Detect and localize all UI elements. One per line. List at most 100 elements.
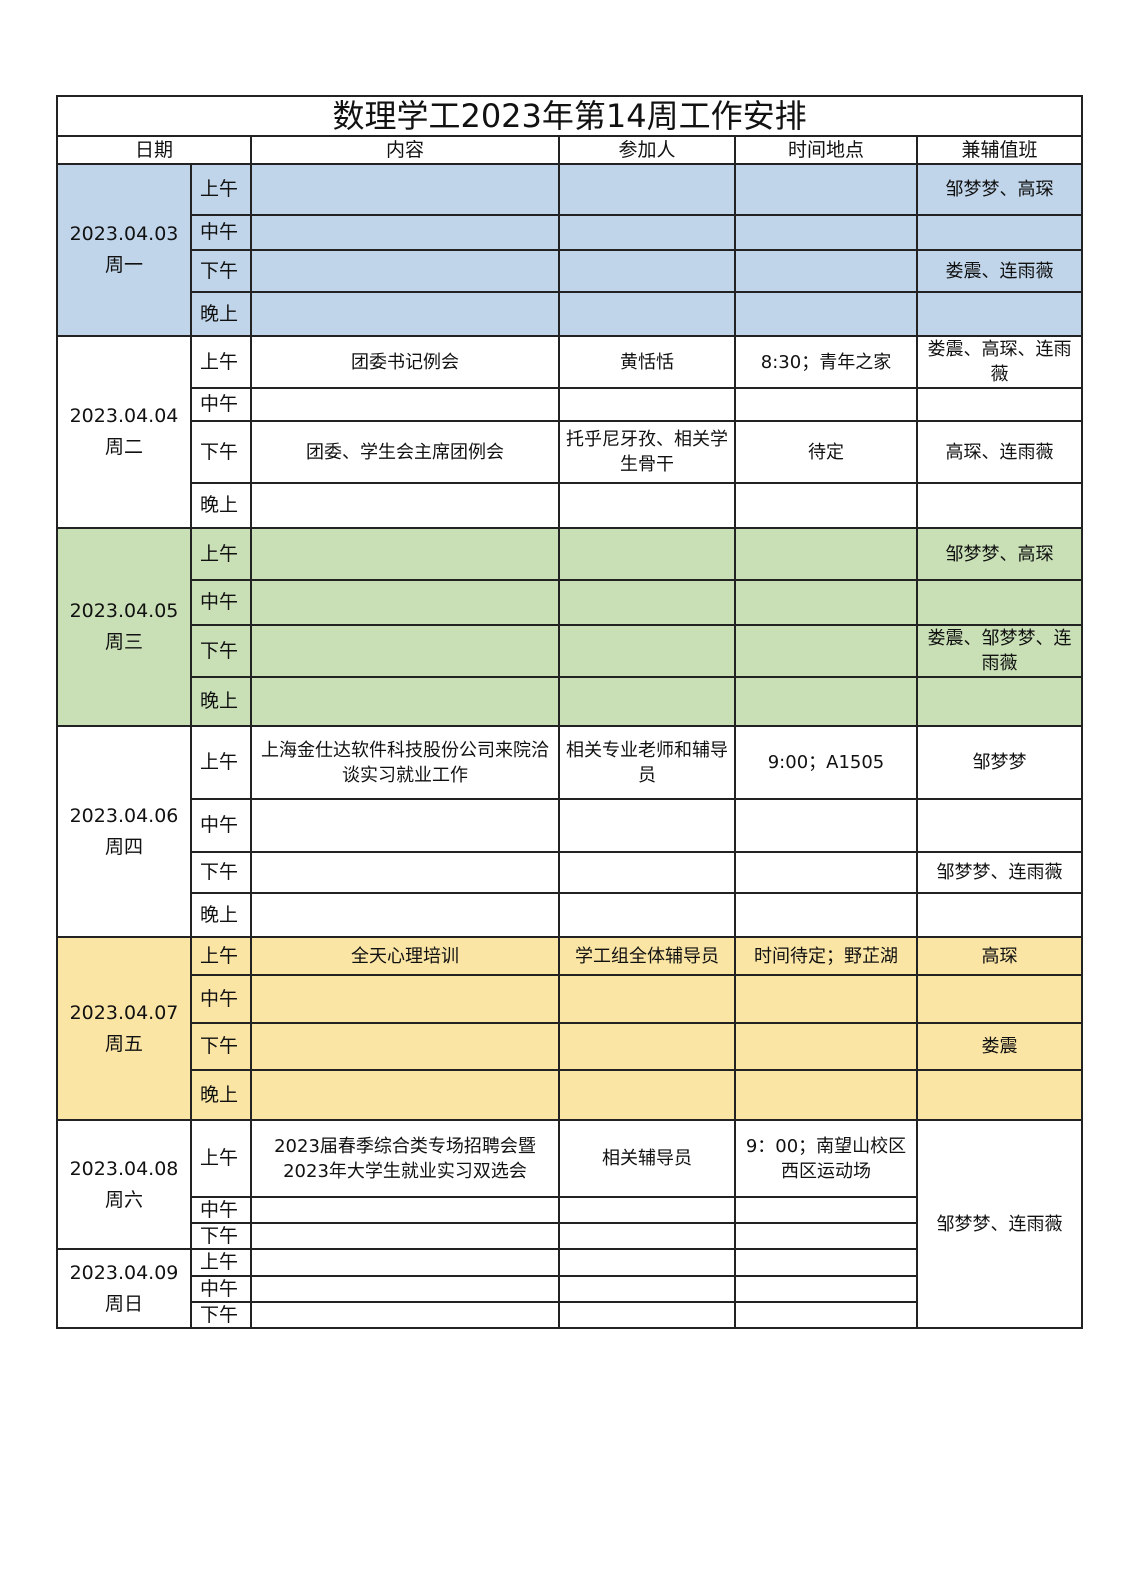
date-cell: 2023.04.07 周五	[56, 936, 192, 1121]
time-place-cell: 9:00；A1505	[734, 725, 918, 800]
duty-cell	[915, 214, 1084, 251]
table-row: 晚上	[57, 482, 1084, 529]
period-cell: 中午	[190, 387, 252, 422]
table-row: 2023.04.05 周三 上午 邹梦梦、高琛	[56, 527, 1084, 727]
participants-cell	[558, 579, 736, 626]
date: 2023.04.05	[69, 600, 179, 622]
participants-cell	[558, 974, 736, 1024]
period-cell: 中午	[190, 214, 252, 251]
content-cell	[250, 676, 560, 727]
period-cell: 上午	[190, 163, 252, 216]
schedule-table: 数理学工2023年第14周工作安排 日期 内容 参加人 时间地点 兼辅值班 20…	[55, 95, 1084, 1329]
content-cell	[250, 1222, 560, 1250]
header-participants: 参加人	[558, 135, 736, 165]
time-place-cell	[734, 1248, 918, 1277]
participants-cell: 黄恬恬	[558, 335, 736, 389]
content-cell: 团委、学生会主席团例会	[250, 420, 560, 484]
period-cell: 中午	[190, 974, 252, 1024]
content-cell	[250, 1196, 560, 1224]
table-row: 中午	[57, 1275, 1083, 1303]
period-cell: 下午	[190, 420, 252, 484]
table-row: 2023.04.06 周四 上午 上海金仕达软件科技股份公司来院洽谈实习就业工作 相关专…	[56, 725, 1084, 938]
header-time-place: 时间地点	[734, 135, 918, 165]
participants-cell	[558, 798, 736, 853]
date: 2023.04.07	[69, 1001, 179, 1024]
time-place-cell	[734, 974, 918, 1024]
date-cell: 2023.04.04 周二	[56, 335, 192, 529]
duty-cell	[915, 974, 1084, 1024]
duty-cell: 邹梦梦、连雨薇	[915, 851, 1084, 894]
duty-cell: 高琛	[915, 936, 1084, 976]
time-place-cell: 8:30；青年之家	[734, 335, 918, 389]
time-place-cell	[734, 1069, 918, 1121]
duty-cell: 娄震	[915, 1022, 1084, 1071]
content-cell: 上海金仕达软件科技股份公司来院洽谈实习就业工作	[250, 725, 560, 800]
period-cell: 晚上	[190, 482, 252, 529]
period-cell: 中午	[190, 579, 252, 626]
date-cell: 2023.04.08 周六	[56, 1119, 192, 1250]
content-cell	[250, 1069, 560, 1121]
participants-cell	[558, 1196, 736, 1224]
time-place-cell	[734, 1301, 918, 1329]
weekday: 周日	[104, 1292, 143, 1315]
time-place-cell	[734, 249, 918, 293]
header-content: 内容	[250, 135, 560, 165]
participants-cell	[558, 1069, 736, 1121]
duty-cell	[915, 798, 1084, 853]
content-cell	[250, 624, 560, 678]
table-row: 中午	[57, 974, 1084, 1024]
participants-cell: 托乎尼牙孜、相关学生骨干	[558, 420, 736, 484]
date-cell: 2023.04.09 周日	[56, 1248, 192, 1329]
table-row: 中午	[57, 387, 1084, 422]
duty-cell: 邹梦梦、高琛	[915, 163, 1084, 216]
period-cell: 上午	[190, 527, 252, 581]
participants-cell: 相关专业老师和辅导员	[558, 725, 736, 800]
duty-cell	[915, 579, 1084, 626]
date: 2023.04.03	[69, 223, 179, 245]
table-row: 中午	[57, 1196, 1083, 1224]
duty-cell: 娄震、邹梦梦、连雨薇	[915, 624, 1084, 678]
duty-cell: 娄震、连雨薇	[915, 249, 1084, 293]
period-cell: 下午	[190, 1022, 252, 1071]
time-place-cell	[734, 579, 918, 626]
date: 2023.04.08	[69, 1157, 179, 1180]
participants-cell	[558, 676, 736, 727]
duty-cell	[915, 676, 1084, 727]
table-row: 中午	[57, 214, 1084, 251]
time-place-cell	[734, 482, 918, 529]
participants-cell	[558, 1222, 736, 1250]
table-row: 2023.04.03 周一 上午 邹梦梦、高琛	[56, 163, 1084, 337]
participants-cell	[558, 163, 736, 216]
table-row: 2023.04.07 周五 上午 全天心理培训 学工组全体辅导员 时间待定；野芷湖 高琛	[56, 936, 1084, 1121]
table-row: 下午 娄震	[57, 1022, 1084, 1071]
duty-cell: 邹梦梦	[915, 725, 1084, 800]
content-cell: 2023届春季综合类专场招聘会暨2023年大学生就业实习双选会	[250, 1119, 560, 1198]
period-cell: 中午	[190, 798, 252, 853]
content-cell	[250, 527, 560, 581]
date: 2023.04.04	[69, 405, 179, 427]
content-cell	[250, 163, 560, 216]
date: 2023.04.06	[69, 804, 179, 827]
content-cell	[250, 1248, 560, 1277]
table-row: 下午 娄震、连雨薇	[57, 249, 1084, 293]
period-cell: 中午	[190, 1275, 252, 1303]
table-row: 2023.04.09 周日 上午	[56, 1248, 1083, 1329]
weekday: 周一	[104, 254, 143, 276]
period-cell: 中午	[190, 1196, 252, 1224]
period-cell: 晚上	[190, 676, 252, 727]
content-cell	[250, 851, 560, 894]
content-cell: 团委书记例会	[250, 335, 560, 389]
content-cell: 全天心理培训	[250, 936, 560, 976]
content-cell	[250, 214, 560, 251]
header-date: 日期	[56, 135, 252, 165]
period-cell: 下午	[190, 249, 252, 293]
time-place-cell	[734, 798, 918, 853]
weekday: 周三	[104, 631, 143, 653]
time-place-cell	[734, 1022, 918, 1071]
participants-cell: 学工组全体辅导员	[558, 936, 736, 976]
participants-cell	[558, 1301, 736, 1329]
content-cell	[250, 579, 560, 626]
weekend-duty-cell: 邹梦梦、连雨薇	[915, 1119, 1084, 1329]
date-cell: 2023.04.06 周四	[56, 725, 192, 938]
page-title: 数理学工2023年第14周工作安排	[55, 95, 1084, 137]
